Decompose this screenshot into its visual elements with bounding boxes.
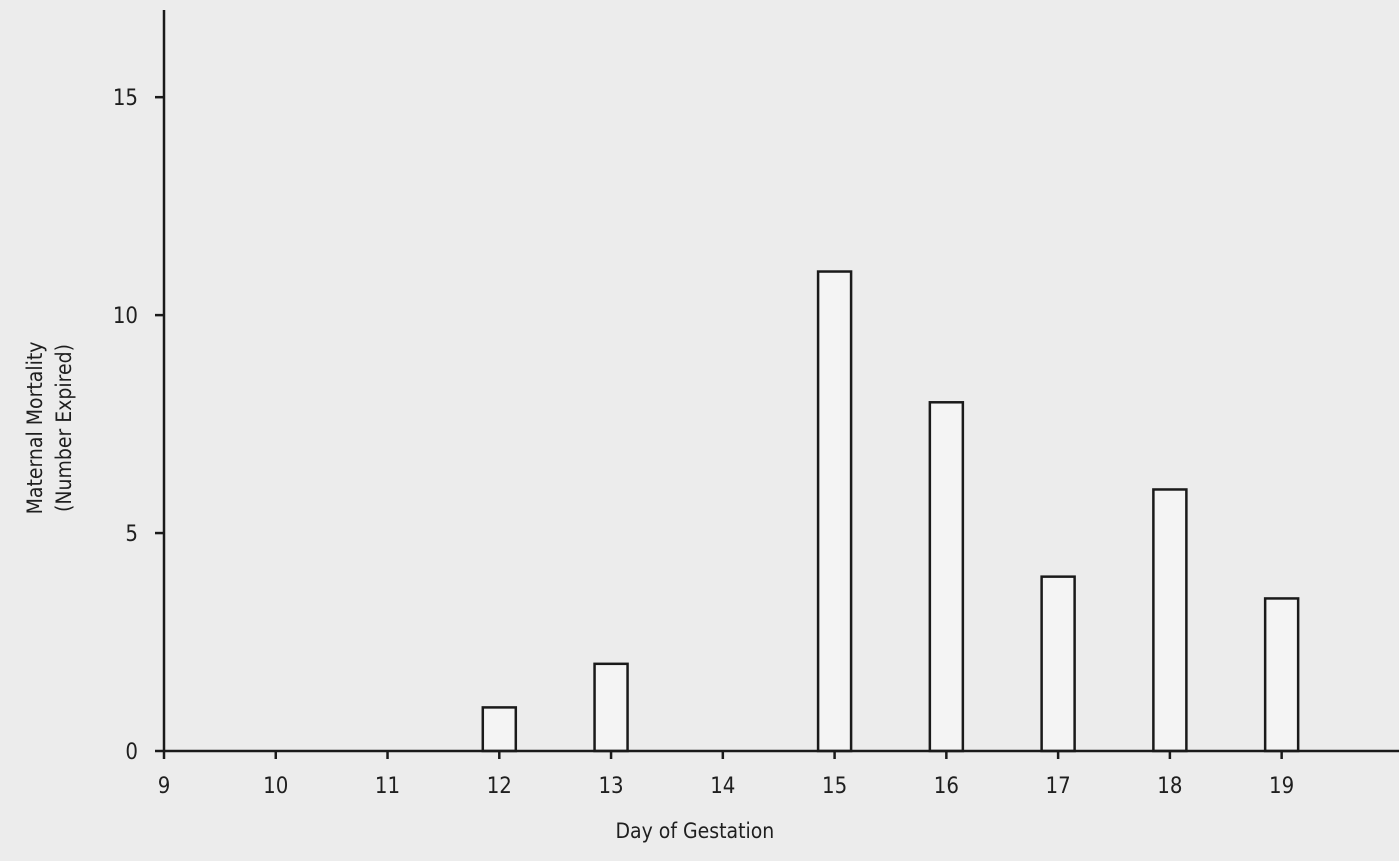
- bar-day-13: [595, 664, 628, 751]
- ticks-layer: 0 5 10 15 9 10 11 12 13 14 15 16 17 18 19: [113, 86, 1294, 799]
- x-tick-label-16: 16: [934, 774, 959, 799]
- bar-day-15: [818, 272, 851, 751]
- axes-layer: [163, 10, 1399, 752]
- y-tick-label-10: 10: [113, 304, 138, 329]
- bar-day-12: [483, 707, 516, 751]
- y-axis-title-line-1: Maternal Mortality: [23, 342, 47, 515]
- y-tick-label-15: 15: [113, 86, 138, 111]
- bar-day-18: [1153, 489, 1186, 751]
- bars-layer: [483, 272, 1298, 751]
- y-tick-label-0: 0: [125, 740, 138, 765]
- x-tick-label-11: 11: [375, 774, 400, 799]
- bar-day-16: [930, 402, 963, 751]
- x-tick-label-9: 9: [158, 774, 171, 799]
- x-tick-label-17: 17: [1046, 774, 1071, 799]
- x-axis-title: Day of Gestation: [615, 819, 774, 843]
- y-tick-label-5: 5: [125, 522, 138, 547]
- bar-day-19: [1265, 598, 1298, 751]
- x-tick-label-14: 14: [710, 774, 735, 799]
- x-tick-label-18: 18: [1157, 774, 1182, 799]
- x-tick-label-15: 15: [822, 774, 847, 799]
- bar-day-17: [1042, 577, 1075, 751]
- x-tick-label-10: 10: [263, 774, 288, 799]
- y-axis-title-line-2: (Number Expired): [52, 344, 76, 512]
- x-tick-label-13: 13: [598, 774, 623, 799]
- x-tick-label-12: 12: [487, 774, 512, 799]
- x-tick-label-19: 19: [1269, 774, 1294, 799]
